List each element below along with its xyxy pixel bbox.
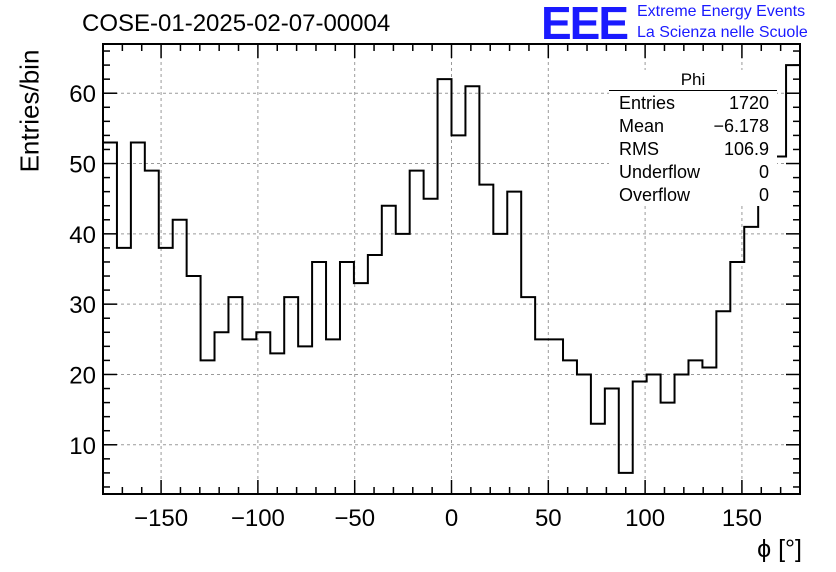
- x-axis-label: ϕ [°]: [757, 535, 802, 563]
- stats-value: −6.178: [713, 116, 769, 136]
- org-name-line1: Extreme Energy Events: [637, 3, 806, 20]
- stats-value: 0: [758, 185, 769, 205]
- x-tick-label: 0: [445, 505, 458, 532]
- axis-ticks: [103, 44, 800, 494]
- x-tick-label: 100: [625, 505, 665, 532]
- stats-label: RMS: [619, 139, 659, 159]
- y-tick-label: 40: [69, 222, 96, 249]
- x-tick-label: −50: [334, 505, 375, 532]
- x-tick-label: −100: [231, 505, 285, 532]
- y-axis-label: Entries/bin: [14, 49, 45, 173]
- x-tick-label: 150: [722, 505, 762, 532]
- plot-frame: [102, 43, 801, 495]
- stats-label: Underflow: [619, 162, 701, 182]
- stats-row-overflow: Overflow 0: [619, 184, 769, 206]
- stats-value: 1720: [728, 93, 769, 113]
- histogram-line: [102, 64, 801, 494]
- stats-value: 0: [758, 162, 769, 182]
- x-tick-label: −150: [134, 505, 188, 532]
- stats-row-underflow: Underflow 0: [619, 161, 769, 183]
- stats-label: Overflow: [619, 185, 691, 205]
- org-name-line2: La Scienza nelle Scuole: [637, 24, 808, 41]
- stats-label: Mean: [619, 116, 665, 136]
- eee-logo: EEE: [541, 0, 629, 49]
- stats-row-rms: RMS 106.9: [619, 138, 769, 160]
- stats-label: Entries: [619, 93, 676, 113]
- x-tick-labels: −150 −100 −50 0 50 100 150: [134, 505, 762, 532]
- stats-value: 106.9: [723, 139, 769, 159]
- y-tick-label: 30: [69, 292, 96, 319]
- stats-row-entries: Entries 1720: [619, 92, 769, 114]
- histogram-step-line: [102, 64, 801, 494]
- plot-title: COSE-01-2025-02-07-00004: [82, 10, 391, 37]
- x-tick-label: 50: [535, 505, 562, 532]
- y-tick-label: 20: [69, 362, 96, 389]
- y-tick-labels: 10 20 30 40 50 60: [69, 81, 96, 460]
- stats-row-mean: Mean −6.178: [619, 115, 769, 137]
- y-tick-label: 60: [69, 81, 96, 108]
- y-tick-label: 50: [69, 152, 96, 179]
- stats-title: Phi: [609, 70, 777, 91]
- y-tick-label: 10: [69, 433, 96, 460]
- stats-box: Phi Entries 1720 Mean −6.178 RMS 106.9 U…: [609, 70, 777, 206]
